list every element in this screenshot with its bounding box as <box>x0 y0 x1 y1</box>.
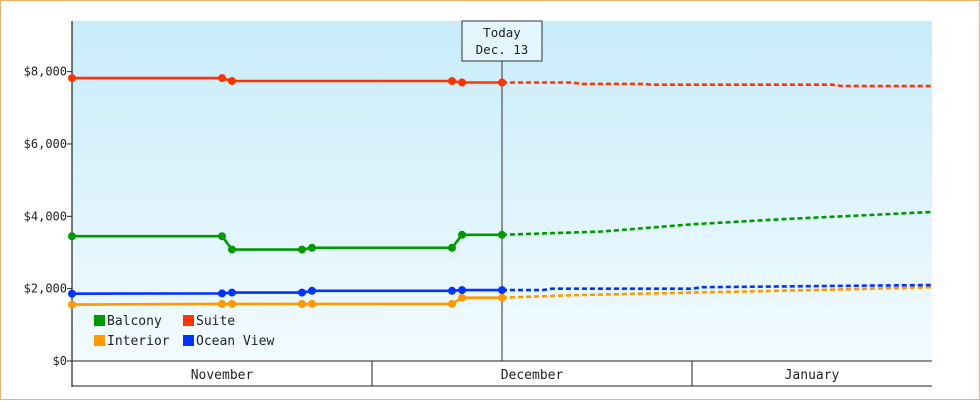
series-balcony-forecast-line <box>501 210 933 237</box>
series-balcony-point <box>68 232 76 241</box>
series-suite-line <box>72 76 502 84</box>
series-interior-point <box>458 293 466 302</box>
month-label: December <box>501 368 564 383</box>
series-interior-forecast-line <box>501 285 933 299</box>
series-balcony-point <box>448 243 456 252</box>
series-balcony-point <box>228 245 236 254</box>
series-balcony-point <box>498 230 506 239</box>
legend-label-suite: Suite <box>196 314 235 329</box>
series-ocean-view-point <box>308 286 316 295</box>
month-label: November <box>191 368 254 383</box>
series-balcony-point <box>458 230 466 239</box>
series-suite-point <box>448 77 456 85</box>
series-ocean-view-forecast-line <box>502 283 933 292</box>
series-ocean-view-point <box>68 289 76 298</box>
series-ocean-view-point <box>498 286 506 295</box>
series-interior-point <box>498 293 506 302</box>
today-date-label: Dec. 13 <box>476 42 529 57</box>
today-box <box>461 20 543 62</box>
month-label: January <box>785 368 840 383</box>
legend-label-interior: Interior <box>107 334 170 349</box>
series-ocean-view-point <box>228 288 236 297</box>
series-interior-point <box>298 299 306 308</box>
legend-swatch-interior <box>94 335 105 346</box>
series-interior-point <box>218 299 226 308</box>
series-ocean-view-point <box>458 286 466 295</box>
legend-swatch-ocean-view <box>183 335 194 346</box>
y-tick-label: $4,000 <box>24 209 67 223</box>
legend-label-balcony: Balcony <box>107 314 162 329</box>
series-balcony-point <box>308 243 316 252</box>
y-tick-label: $8,000 <box>24 65 67 79</box>
series-interior-point <box>448 299 456 308</box>
series-interior-point <box>308 299 316 308</box>
series-suite-point <box>458 78 466 87</box>
y-tick-label: $0 <box>53 354 67 368</box>
series-suite-forecast-line <box>502 81 932 88</box>
today-label: Today <box>483 25 521 40</box>
y-tick-label: $2,000 <box>24 282 67 296</box>
series-ocean-view-point <box>448 286 456 295</box>
series-suite-point <box>498 78 506 87</box>
series-balcony-point <box>298 245 306 254</box>
series-interior-point <box>228 299 236 308</box>
series-suite-point <box>68 74 76 83</box>
legend-swatch-suite <box>183 315 194 326</box>
series-ocean-view-point <box>218 289 226 298</box>
series-suite-point <box>228 77 236 85</box>
series-suite-point <box>218 74 226 83</box>
legend-label-ocean-view: Ocean View <box>196 334 274 349</box>
series-balcony-point <box>218 232 226 241</box>
series-interior-point <box>68 300 76 309</box>
series-ocean-view-point <box>298 288 306 297</box>
y-tick-label: $6,000 <box>24 137 67 151</box>
legend-swatch-balcony <box>94 315 105 326</box>
